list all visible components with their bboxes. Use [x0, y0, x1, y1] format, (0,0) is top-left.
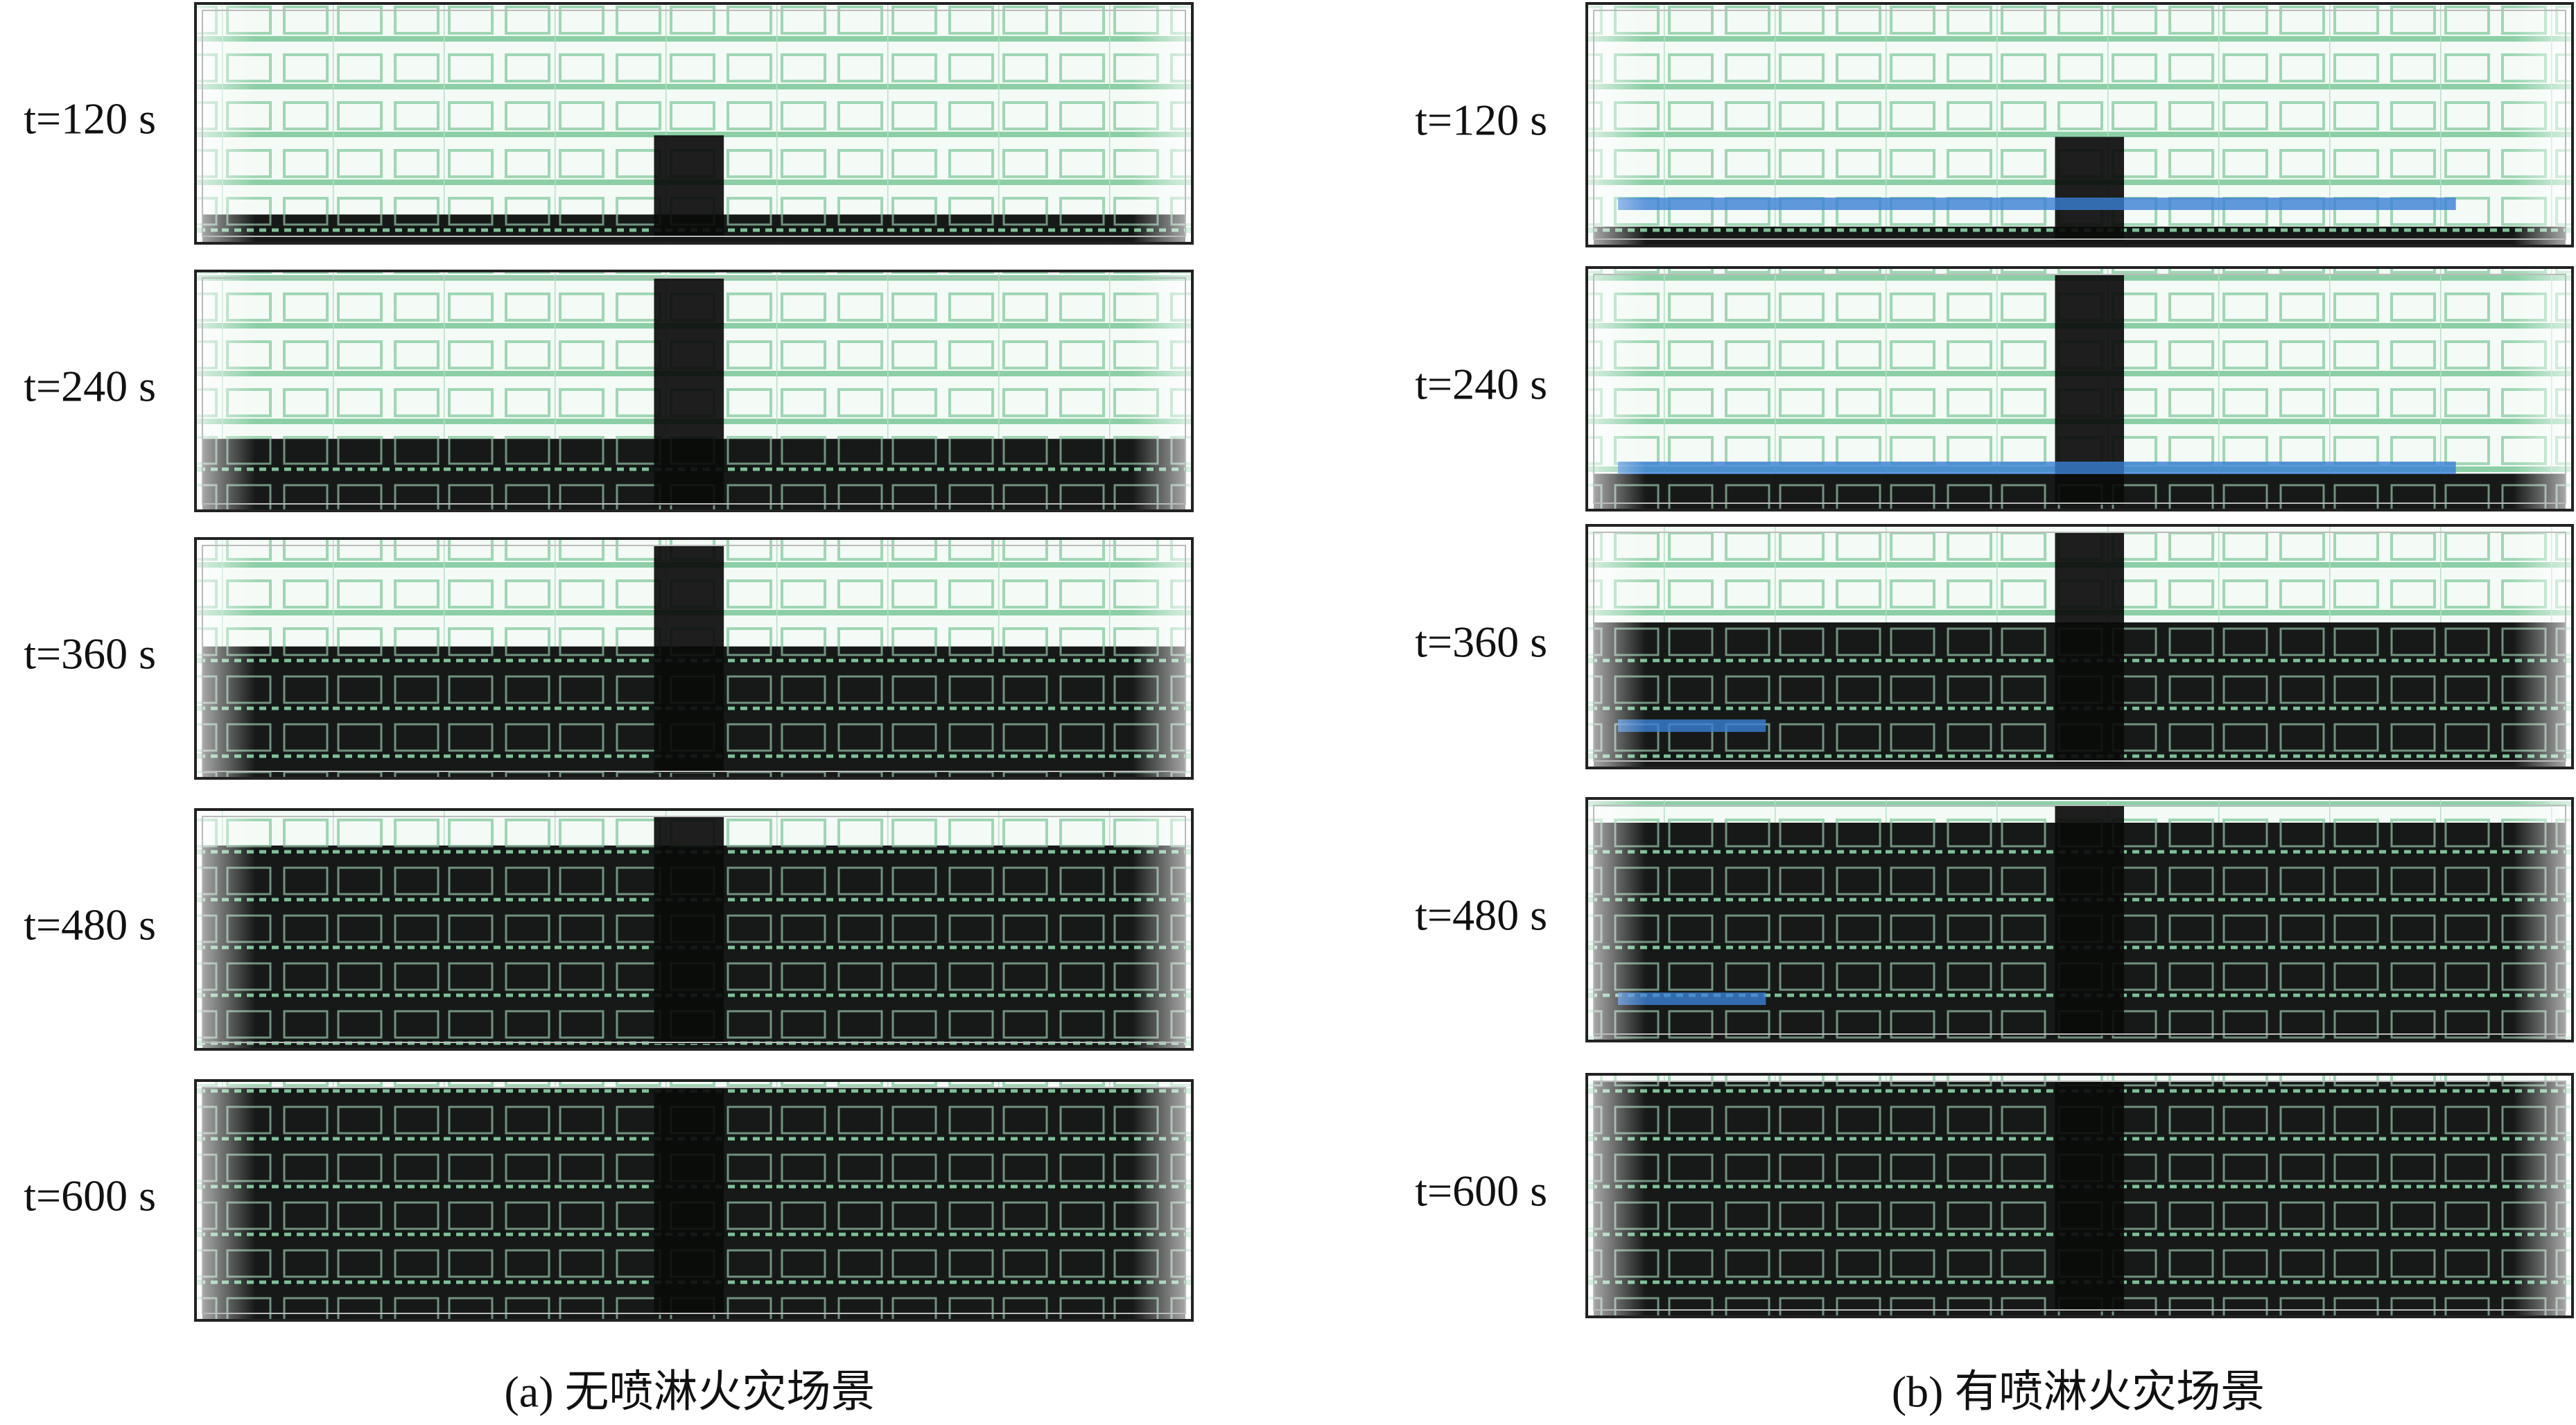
frame-border — [1585, 797, 2574, 1042]
time-label: t=240 s — [24, 362, 156, 411]
frame-border — [194, 1079, 1194, 1322]
time-label: t=240 s — [1415, 360, 1547, 409]
time-label: t=120 s — [24, 94, 156, 143]
inner-border — [1593, 274, 2566, 504]
inner-border — [202, 10, 1186, 237]
edge-fade — [195, 271, 1192, 511]
simulation-image — [1585, 524, 2574, 769]
simulation-image — [1585, 2, 2574, 247]
frame-border — [194, 270, 1194, 512]
edge-fade — [195, 3, 1192, 243]
frame-border — [1585, 524, 2574, 769]
time-label: t=600 s — [24, 1171, 156, 1221]
simulation-image — [194, 270, 1194, 512]
frame-border — [194, 537, 1194, 780]
simulation-image — [194, 1079, 1194, 1322]
inner-border — [1593, 1081, 2566, 1311]
edge-fade — [195, 1081, 1192, 1320]
simulation-image — [194, 537, 1194, 780]
frame-border — [1585, 2, 2574, 247]
inner-border — [1593, 10, 2566, 240]
edge-fade — [1587, 798, 2573, 1041]
frame-border — [194, 2, 1194, 245]
frame-border — [1585, 266, 2574, 512]
inner-border — [1593, 805, 2566, 1035]
inner-border — [202, 277, 1186, 505]
edge-fade — [1587, 3, 2573, 246]
time-label: t=600 s — [1415, 1166, 1547, 1216]
edge-fade — [195, 810, 1192, 1049]
simulation-image — [194, 808, 1194, 1051]
time-label: t=360 s — [1415, 618, 1547, 667]
simulation-image — [194, 2, 1194, 245]
caption: (a) 无喷淋火灾场景 — [504, 1367, 875, 1417]
inner-border — [202, 1087, 1186, 1314]
time-label: t=480 s — [24, 900, 156, 950]
edge-fade — [1587, 525, 2573, 768]
time-label: t=120 s — [1415, 96, 1547, 145]
inner-border — [1593, 532, 2566, 762]
time-label: t=480 s — [1415, 891, 1547, 940]
simulation-image — [1585, 797, 2574, 1042]
frame-border — [1585, 1073, 2574, 1318]
frame-border — [194, 808, 1194, 1051]
edge-fade — [1587, 268, 2573, 510]
caption: (b) 有喷淋火灾场景 — [1892, 1367, 2265, 1417]
edge-fade — [195, 539, 1192, 778]
time-label: t=360 s — [24, 629, 156, 679]
simulation-image — [1585, 1073, 2574, 1318]
inner-border — [202, 816, 1186, 1043]
inner-border — [202, 545, 1186, 772]
edge-fade — [1587, 1074, 2573, 1317]
simulation-image — [1585, 266, 2574, 512]
